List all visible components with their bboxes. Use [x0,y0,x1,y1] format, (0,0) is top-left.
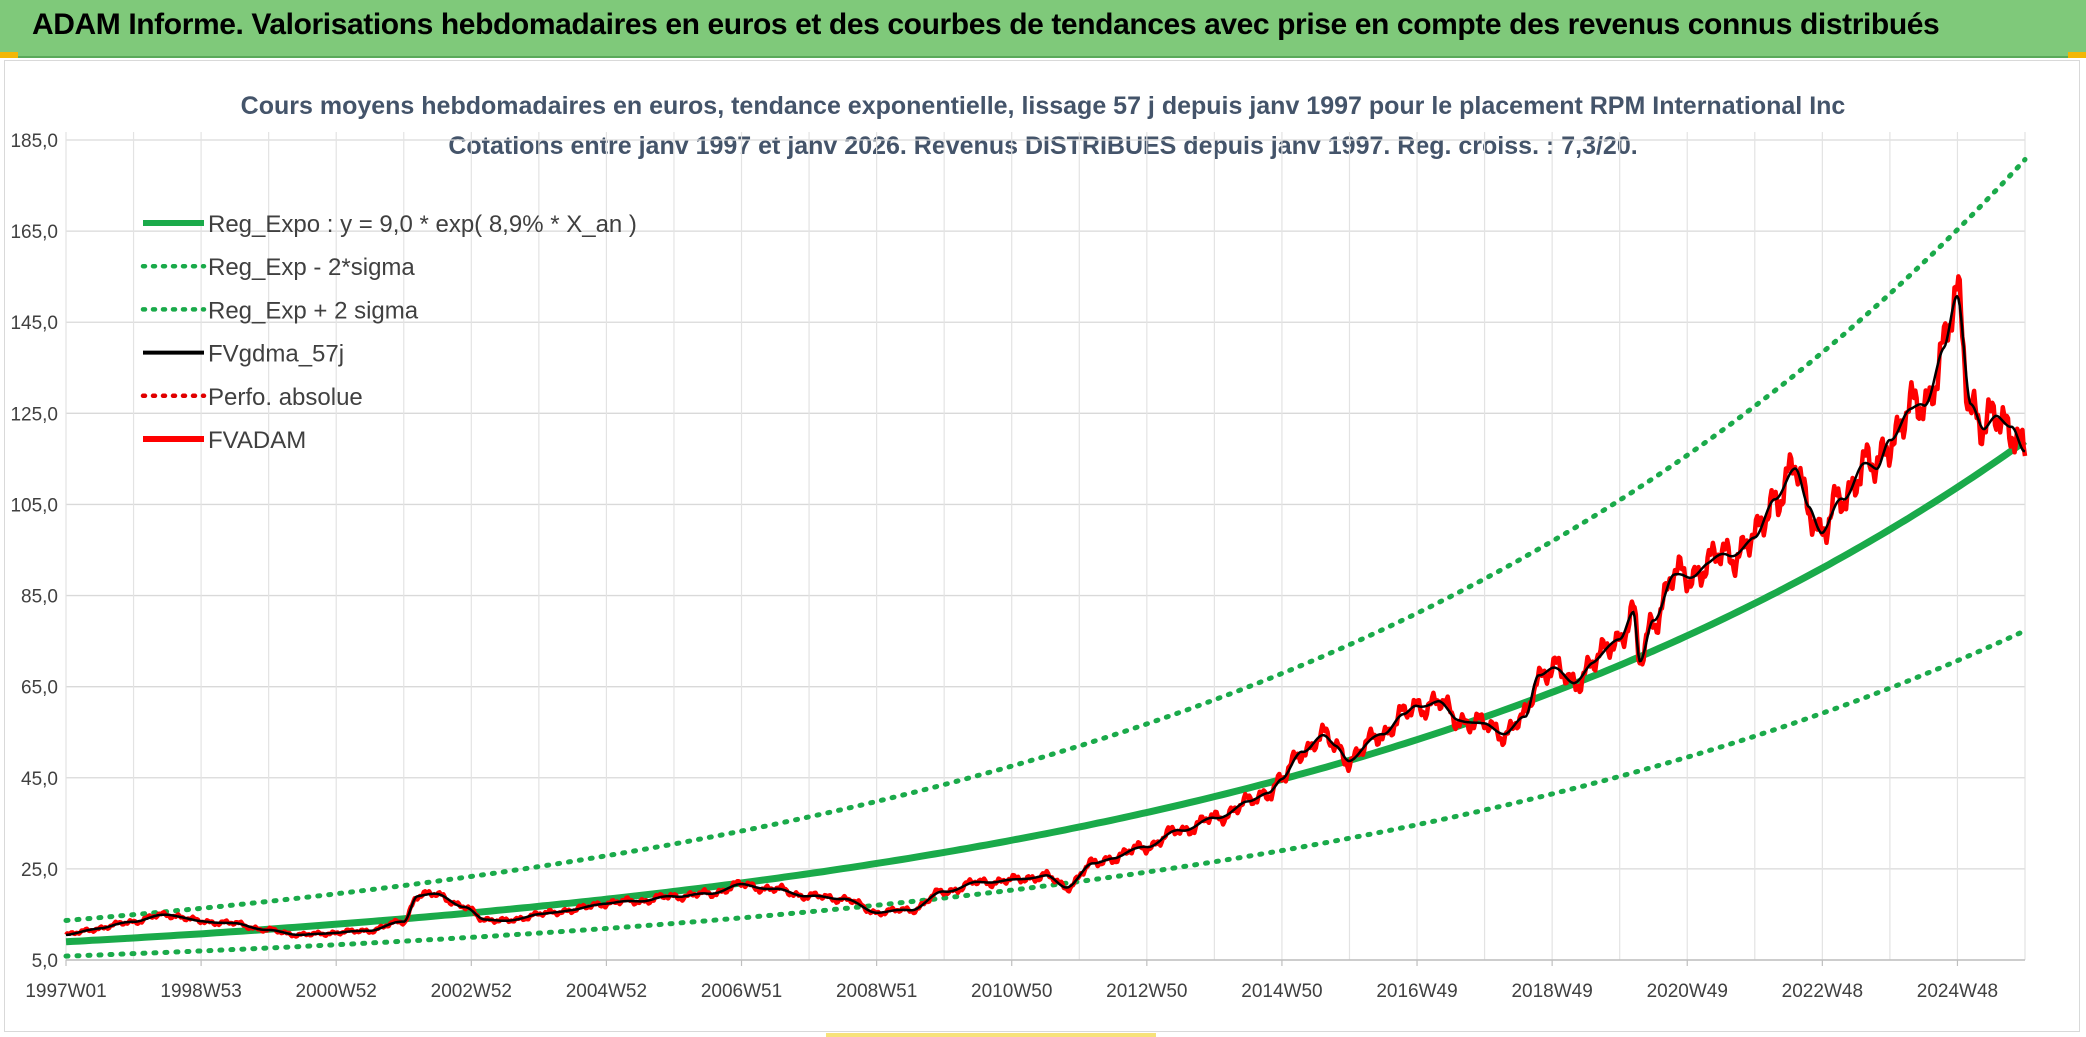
x-tick-label: 2006W51 [701,981,782,1002]
x-tick-label: 2018W49 [1511,981,1592,1002]
legend-label: Reg_Exp + 2 sigma [208,297,419,324]
y-tick-label: 85,0 [21,587,58,608]
x-tick-label: 1997W01 [25,981,106,1002]
corner-accent-left [0,52,18,58]
x-tick-label: 2000W52 [296,981,377,1002]
legend-label: FVgdma_57j [208,341,344,368]
x-tick-label: 2022W48 [1782,981,1863,1002]
legend: Reg_Expo : y = 9,0 * exp( 8,9% * X_an ) R… [140,211,637,454]
x-tick-label: 2020W49 [1647,981,1728,1002]
x-tick-label: 2010W50 [971,981,1052,1002]
y-tick-label: 65,0 [21,678,58,699]
legend-label: Perfo. absolue [208,384,363,411]
x-tick-label: 1998W53 [160,981,241,1002]
y-tick-label: 145,0 [10,313,58,334]
y-tick-label: 45,0 [21,769,58,790]
header-title: ADAM Informe. Valorisations hebdomadaire… [32,8,1940,41]
legend-label: Reg_Exp - 2*sigma [208,254,415,281]
x-axis: 1997W01 1998W53 2000W52 2002W52 2004W52 2006W… [25,959,2025,1002]
header-bar: ADAM Informe. Valorisations hebdomadaire… [0,0,2086,58]
x-tick-label: 2002W52 [431,981,512,1002]
legend-label: FVADAM [208,427,306,454]
y-tick-label: 185,0 [10,131,58,152]
series-reg-exp-plus-2sigma [63,157,2028,923]
y-tick-label: 125,0 [10,404,58,425]
y-tick-label: 105,0 [10,495,58,516]
plot-area [63,157,2028,959]
y-tick-label: 25,0 [21,860,58,881]
x-tick-label: 2008W51 [836,981,917,1002]
series-fvadam [64,274,2028,939]
series-reg-expo [65,438,2028,946]
x-tick-label: 2016W49 [1376,981,1457,1002]
x-tick-label: 2014W50 [1241,981,1322,1002]
legend-label: Reg_Expo : y = 9,0 * exp( 8,9% * X_an ) [208,211,637,238]
chart-subtitle: Cotations entre janv 1997 et janv 2026. … [448,132,1637,160]
chart-frame [4,60,2080,1032]
x-tick-label: 2004W52 [566,981,647,1002]
y-axis: 5,0 25,0 45,0 65,0 85,0 105,0 125,0 145,0 165,0 1… [10,131,58,972]
series-fvgdma-57j [65,294,2026,937]
series-reg-exp-minus-2sigma [63,628,2028,959]
x-tick-label: 2024W48 [1917,981,1998,1002]
chart-title: Cours moyens hebdomadaires en euros, ten… [241,92,1846,120]
corner-accent-right [2068,52,2086,58]
x-tick-label: 2012W50 [1106,981,1187,1002]
grid-lines [65,132,2026,961]
y-tick-label: 5,0 [32,951,58,972]
bottom-accent-strip [826,1033,1156,1037]
y-tick-label: 165,0 [10,222,58,243]
